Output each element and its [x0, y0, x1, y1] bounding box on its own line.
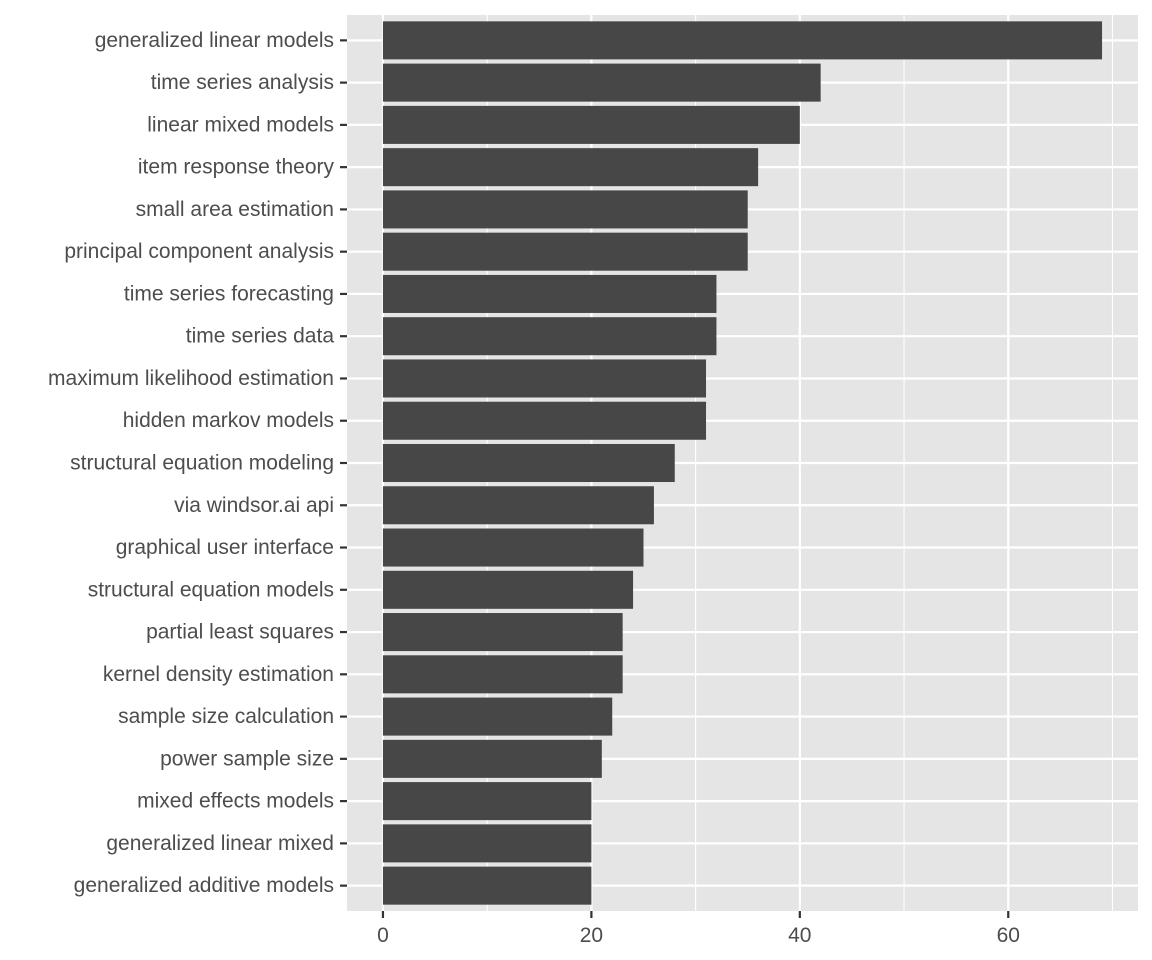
- y-tick-label: time series forecasting: [124, 282, 334, 305]
- y-tick-label: structural equation models: [88, 578, 334, 601]
- y-tick-label: via windsor.ai api: [174, 494, 334, 517]
- bar: [382, 570, 634, 609]
- y-tick-label: structural equation modeling: [70, 452, 334, 475]
- bar: [382, 359, 707, 398]
- x-axis: 0 20 40 60: [377, 911, 1020, 947]
- y-tick-label: sample size calculation: [118, 705, 334, 728]
- bar: [382, 739, 602, 778]
- y-axis: generalized linear models time series ana…: [48, 29, 347, 897]
- bar: [382, 655, 623, 694]
- bar: [382, 317, 717, 356]
- y-tick-label: partial least squares: [146, 621, 334, 644]
- y-tick-label: graphical user interface: [116, 536, 334, 559]
- x-tick-label: 0: [377, 924, 389, 947]
- y-tick-label: generalized additive models: [74, 874, 334, 897]
- y-tick-label: maximum likelihood estimation: [48, 367, 334, 390]
- y-tick-label: kernel density estimation: [103, 663, 334, 686]
- y-tick-label: power sample size: [160, 747, 334, 770]
- y-tick-label: linear mixed models: [147, 113, 334, 136]
- y-tick-label: hidden markov models: [123, 409, 334, 432]
- bar: [382, 613, 623, 652]
- bar: [382, 486, 654, 525]
- bar: [382, 21, 1103, 60]
- bar: [382, 190, 748, 229]
- y-tick-label: time series data: [186, 325, 335, 348]
- bar: [382, 824, 592, 863]
- bar: [382, 105, 800, 144]
- bar: [382, 148, 759, 187]
- y-tick-label: principal component analysis: [64, 240, 334, 263]
- x-tick-label: 40: [788, 924, 811, 947]
- x-tick-label: 20: [580, 924, 603, 947]
- bars: [382, 21, 1103, 905]
- bar: [382, 401, 707, 440]
- bar: [382, 782, 592, 821]
- y-tick-label: small area estimation: [136, 198, 334, 221]
- y-tick-label: generalized linear models: [95, 29, 334, 52]
- y-tick-label: generalized linear mixed: [106, 832, 334, 855]
- x-tick-label: 60: [997, 924, 1020, 947]
- bar: [382, 274, 717, 313]
- bar: [382, 866, 592, 905]
- bar: [382, 63, 821, 102]
- y-tick-label: item response theory: [138, 156, 335, 179]
- y-tick-label: mixed effects models: [137, 790, 334, 813]
- bar: [382, 232, 748, 271]
- bar: [382, 528, 644, 567]
- bar: [382, 443, 675, 483]
- y-tick-label: time series analysis: [151, 71, 334, 94]
- bar: [382, 697, 613, 736]
